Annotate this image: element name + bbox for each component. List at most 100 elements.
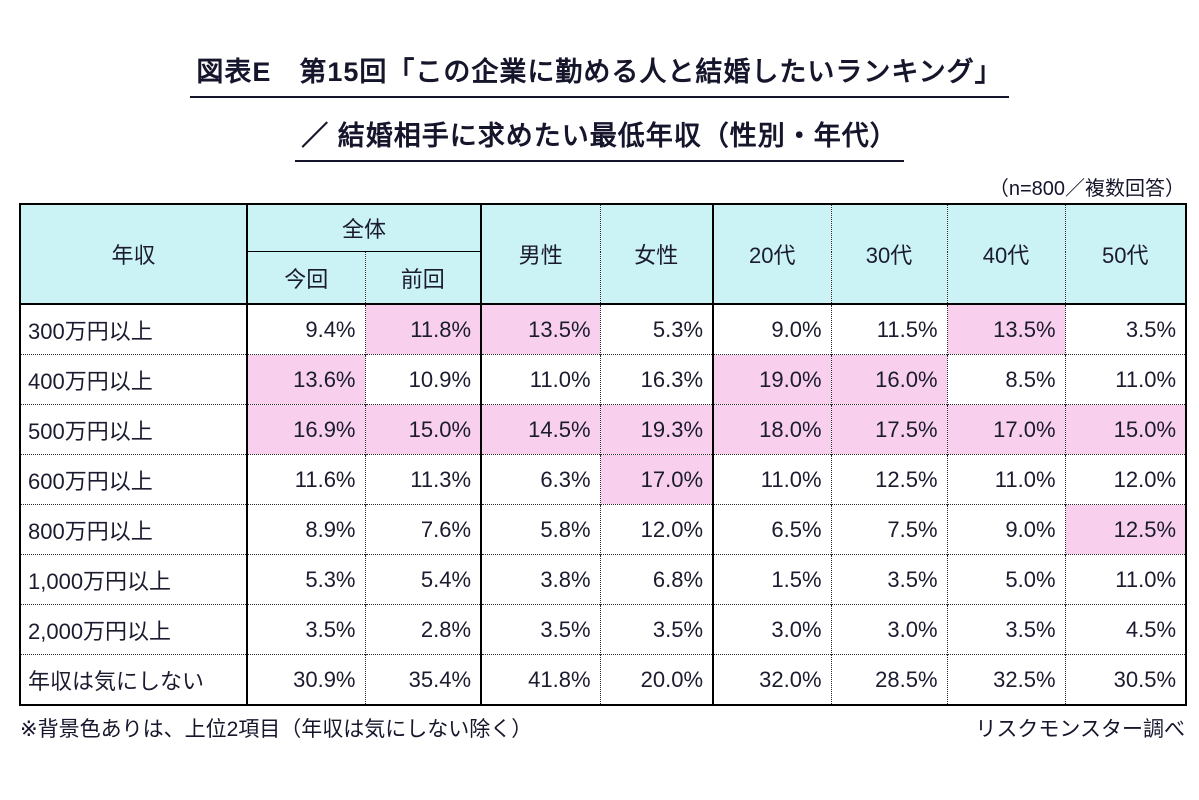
table-row: 500万円以上 16.9% 15.0% 14.5% 19.3% 18.0% 17.5% 17.… (20, 404, 1187, 455)
value-cell-highlighted: 13.5% (946, 303, 1066, 355)
value-cell: 6.3% (480, 454, 601, 505)
table-body: 300万円以上 9.4% 11.8% 13.5% 5.3% 9.0% 11.5% 13.5% 3… (20, 303, 1187, 705)
value-cell: 6.5% (712, 504, 832, 555)
table-row: 2,000万円以上 3.5% 2.8% 3.5% 3.5% 3.0% 3.0% 3.5% 4.5… (20, 604, 1187, 655)
value-cell: 3.5% (830, 554, 948, 605)
header-overall: 全体 (245, 204, 482, 252)
value-cell: 11.3% (364, 454, 482, 505)
value-cell: 8.9% (246, 504, 365, 555)
value-cell: 12.0% (599, 504, 714, 555)
header-30s: 30代 (830, 204, 948, 304)
source-credit: リスクモンスター調べ (975, 718, 1185, 741)
value-cell: 5.3% (246, 554, 365, 605)
value-cell-highlighted: 13.6% (246, 354, 365, 405)
value-cell: 1.5% (712, 554, 832, 605)
value-cell-highlighted: 14.5% (480, 404, 601, 455)
header-20s: 20代 (712, 204, 832, 304)
legend-note: ※背景色ありは、上位2項目（年収は気にしない除く） (20, 718, 533, 741)
value-cell: 28.5% (830, 654, 948, 705)
sample-size-note: （n=800／複数回答） (988, 178, 1185, 200)
figure-title: 図表E 第15回「この企業に勤める人と結婚したいランキング」 ／ 結婚相手に求め… (0, 0, 1199, 162)
value-cell: 7.6% (364, 504, 482, 555)
row-label: 600万円以上 (20, 454, 247, 505)
value-cell-highlighted: 12.5% (1064, 504, 1187, 555)
value-cell: 3.5% (946, 604, 1066, 655)
value-cell: 32.5% (946, 654, 1066, 705)
value-cell: 3.5% (480, 604, 601, 655)
value-cell-highlighted: 19.0% (712, 354, 832, 405)
row-label: 400万円以上 (20, 354, 247, 405)
value-cell: 30.5% (1064, 654, 1187, 705)
value-cell: 5.4% (364, 554, 482, 605)
value-cell: 20.0% (599, 654, 714, 705)
table-row: 300万円以上 9.4% 11.8% 13.5% 5.3% 9.0% 11.5% 13.5% 3… (20, 303, 1187, 355)
value-cell: 2.8% (364, 604, 482, 655)
figure-title-line1: 図表E 第15回「この企業に勤める人と結婚したいランキング」 (190, 50, 1009, 98)
value-cell: 11.0% (1064, 354, 1187, 405)
value-cell-highlighted: 19.3% (599, 404, 714, 455)
table-row: 600万円以上 11.6% 11.3% 6.3% 17.0% 11.0% 12.5% 11.0… (20, 454, 1187, 505)
value-cell: 6.8% (599, 554, 714, 605)
row-label: 1,000万円以上 (20, 554, 247, 605)
value-cell: 3.5% (1064, 303, 1187, 355)
value-cell: 3.0% (830, 604, 948, 655)
value-cell-highlighted: 16.0% (830, 354, 948, 405)
row-label: 500万円以上 (20, 404, 247, 455)
value-cell-highlighted: 17.5% (830, 404, 948, 455)
table-header: 年収 全体 男性 女性 20代 30代 40代 50代 今回 前回 (20, 204, 1187, 304)
value-cell-highlighted: 18.0% (712, 404, 832, 455)
value-cell: 41.8% (480, 654, 601, 705)
value-cell: 3.5% (599, 604, 714, 655)
value-cell: 10.9% (364, 354, 482, 405)
value-cell: 11.0% (712, 454, 832, 505)
value-cell: 7.5% (830, 504, 948, 555)
value-cell: 4.5% (1064, 604, 1187, 655)
table-row: 800万円以上 8.9% 7.6% 5.8% 12.0% 6.5% 7.5% 9.0% 12.5… (20, 504, 1187, 555)
value-cell: 5.8% (480, 504, 601, 555)
header-male: 男性 (480, 204, 601, 304)
value-cell: 3.0% (712, 604, 832, 655)
value-cell: 3.5% (246, 604, 365, 655)
value-cell: 11.6% (246, 454, 365, 505)
figure-title-line2: ／ 結婚相手に求めたい最低年収（性別・年代） (295, 114, 904, 162)
value-cell: 11.0% (1064, 554, 1187, 605)
value-cell: 35.4% (364, 654, 482, 705)
value-cell-highlighted: 16.9% (246, 404, 365, 455)
table-row: 400万円以上 13.6% 10.9% 11.0% 16.3% 19.0% 16.0% 8.5… (20, 354, 1187, 405)
row-label: 800万円以上 (20, 504, 247, 555)
value-cell: 11.5% (830, 303, 948, 355)
value-cell: 5.3% (599, 303, 714, 355)
value-cell: 11.0% (946, 454, 1066, 505)
value-cell: 9.0% (712, 303, 832, 355)
value-cell: 32.0% (712, 654, 832, 705)
value-cell: 9.4% (246, 303, 365, 355)
value-cell: 30.9% (246, 654, 365, 705)
header-current: 今回 (246, 251, 365, 304)
value-cell: 12.5% (830, 454, 948, 505)
header-50s: 50代 (1064, 204, 1187, 304)
header-40s: 40代 (946, 204, 1066, 304)
header-female: 女性 (599, 204, 714, 304)
value-cell: 5.0% (946, 554, 1066, 605)
header-previous: 前回 (364, 251, 482, 304)
value-cell: 3.8% (480, 554, 601, 605)
income-table: 年収 全体 男性 女性 20代 30代 40代 50代 今回 前回 300万円以… (19, 203, 1188, 706)
value-cell: 12.0% (1064, 454, 1187, 505)
table-row: 1,000万円以上 5.3% 5.4% 3.8% 6.8% 1.5% 3.5% 5.0% 11.… (20, 554, 1187, 605)
row-label: 300万円以上 (20, 303, 247, 355)
value-cell: 16.3% (599, 354, 714, 405)
value-cell-highlighted: 15.0% (364, 404, 482, 455)
value-cell-highlighted: 11.8% (364, 303, 482, 355)
value-cell: 11.0% (480, 354, 601, 405)
value-cell: 8.5% (946, 354, 1066, 405)
value-cell-highlighted: 17.0% (946, 404, 1066, 455)
header-income: 年収 (20, 204, 247, 304)
row-label: 2,000万円以上 (20, 604, 247, 655)
value-cell-highlighted: 13.5% (480, 303, 601, 355)
table-row: 年収は気にしない 30.9% 35.4% 41.8% 20.0% 32.0% 28.5% 32… (20, 654, 1187, 705)
row-label: 年収は気にしない (20, 654, 247, 705)
value-cell-highlighted: 17.0% (599, 454, 714, 505)
value-cell: 9.0% (946, 504, 1066, 555)
value-cell-highlighted: 15.0% (1064, 404, 1187, 455)
